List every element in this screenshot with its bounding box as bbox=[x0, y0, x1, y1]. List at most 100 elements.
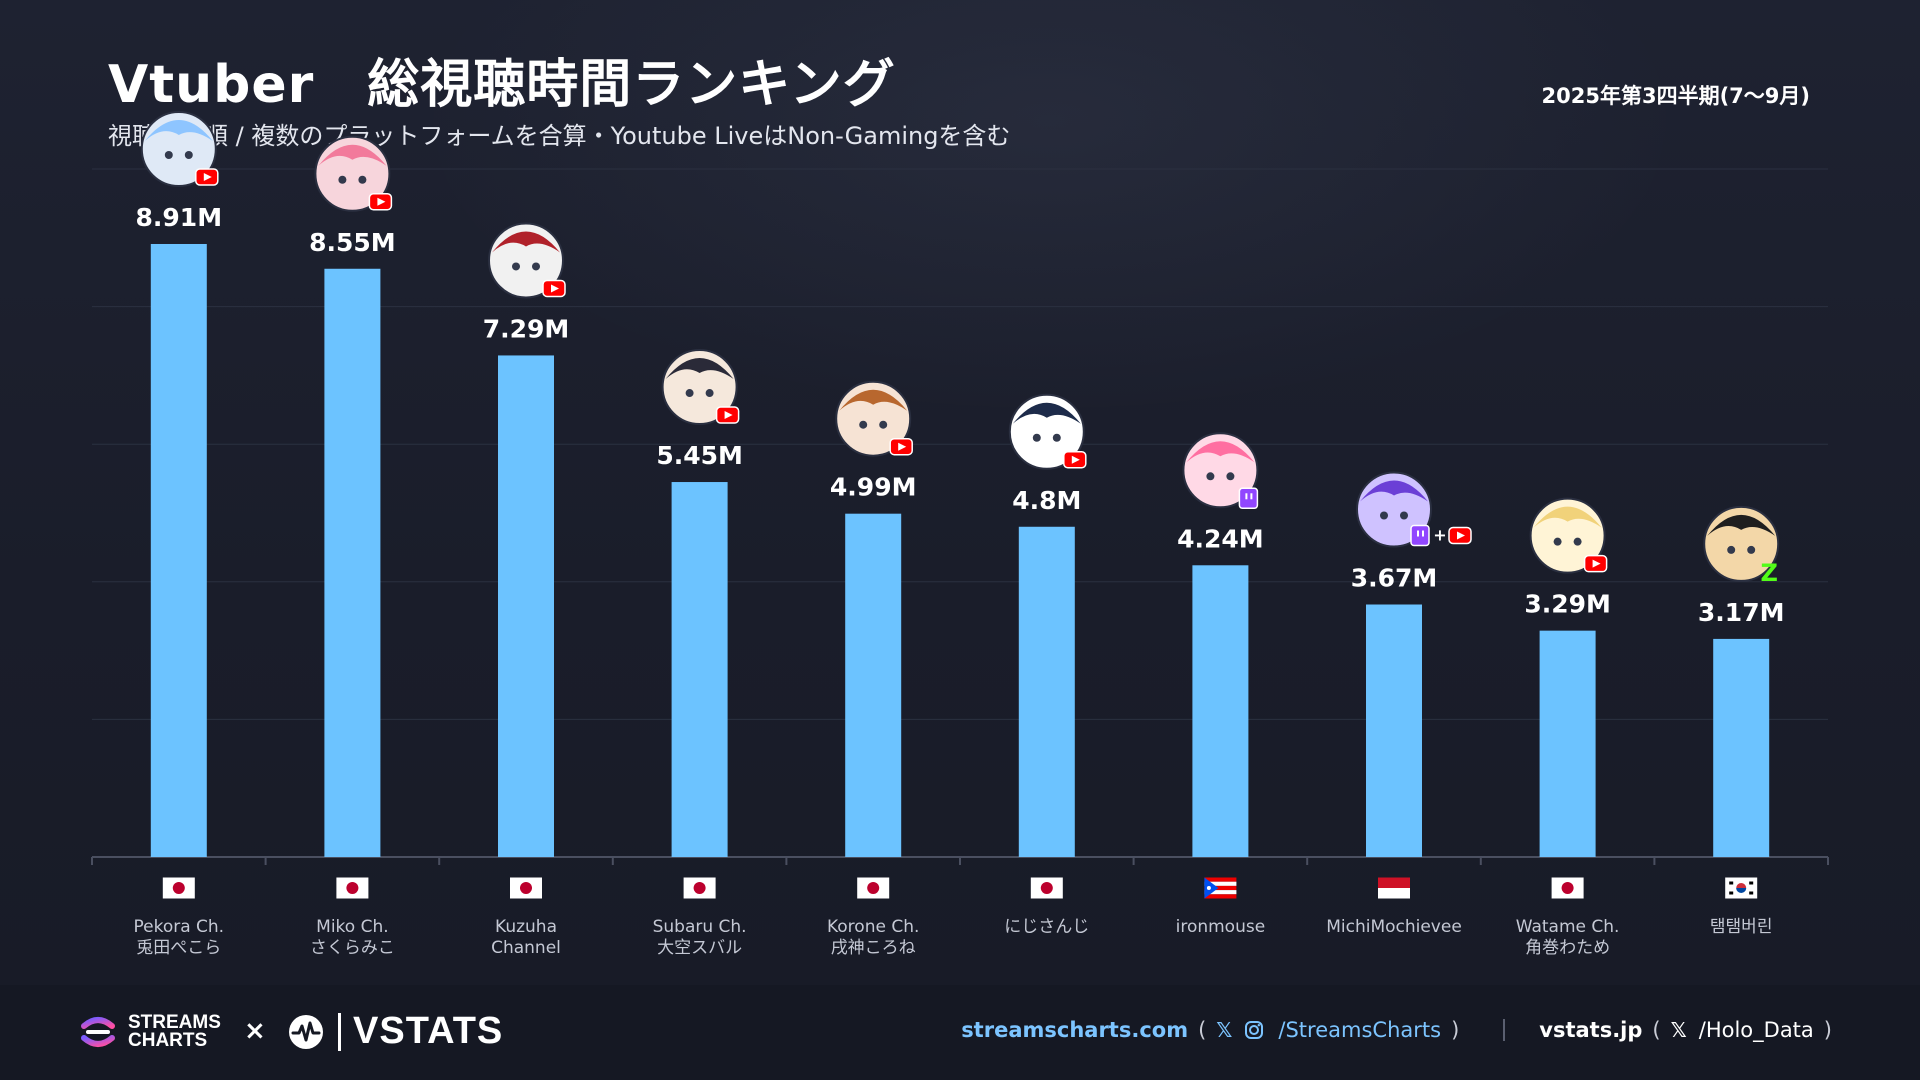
streamscharts-word-1: STREAMS bbox=[128, 1012, 221, 1033]
flag-trigram bbox=[1749, 891, 1754, 895]
x-tick-label: Pekora Ch.兎田ぺこら bbox=[133, 917, 224, 958]
x-tick-label-line: Channel bbox=[491, 938, 561, 958]
bar bbox=[1713, 638, 1770, 857]
x-tick-label-line: 大空スバル bbox=[657, 938, 742, 958]
youtube-play bbox=[724, 411, 733, 420]
twitch-badge bbox=[1238, 487, 1259, 510]
avatar-hair bbox=[144, 119, 213, 141]
flag-disc bbox=[867, 882, 880, 894]
flag-stripe bbox=[1204, 877, 1237, 882]
data-label: 8.91M bbox=[136, 203, 223, 232]
twitch-icon bbox=[1410, 524, 1430, 547]
flag-icon-jp bbox=[857, 877, 890, 899]
youtube-icon bbox=[1583, 554, 1608, 573]
avatar-eye bbox=[358, 175, 367, 184]
x-tick-label-line: 兎田ぺこら bbox=[136, 938, 221, 958]
bar bbox=[845, 513, 902, 857]
flag-trigram bbox=[1729, 881, 1734, 885]
twitch-badge bbox=[1410, 524, 1430, 547]
flag-triangle bbox=[1204, 877, 1219, 899]
youtube-play bbox=[551, 284, 559, 293]
streamscharts-site-link[interactable]: streamscharts.com bbox=[961, 1018, 1189, 1042]
flag-icon-kr bbox=[1725, 877, 1758, 899]
bar bbox=[1539, 630, 1596, 857]
kick-icon: Z bbox=[1760, 559, 1777, 587]
flag-star bbox=[1206, 886, 1211, 890]
youtube-play bbox=[377, 197, 386, 206]
avatar-eye bbox=[1206, 472, 1215, 481]
x-icon-2[interactable]: 𝕏 bbox=[1670, 1018, 1687, 1042]
data-label: 4.8M bbox=[1012, 486, 1081, 515]
x-tick-label-line: Pekora Ch. bbox=[133, 917, 224, 937]
x-tick-label-line: Miko Ch. bbox=[316, 917, 388, 937]
flag-trigram bbox=[1749, 881, 1754, 885]
x-tick-label-line: 탬탬버린 bbox=[1710, 917, 1773, 937]
x-tick-label: ironmouse bbox=[1176, 917, 1266, 937]
flag-disc bbox=[346, 882, 359, 894]
x-icon[interactable]: 𝕏 bbox=[1216, 1018, 1233, 1042]
bar bbox=[1018, 526, 1075, 857]
vstats-wordmark: VSTATS bbox=[353, 1010, 504, 1052]
youtube-play bbox=[1457, 531, 1465, 540]
page-subtitle: 視聴時間順 / 複数のプラットフォームを合算・Youtube LiveはNon-… bbox=[108, 122, 1011, 150]
youtube-icon bbox=[542, 279, 566, 298]
streamscharts-wordmark: STREAMS CHARTS bbox=[128, 1012, 221, 1051]
x-tick-label-line: にじさんじ bbox=[1004, 917, 1089, 937]
avatar-eye bbox=[685, 389, 694, 398]
flag-icon-jp bbox=[683, 877, 716, 899]
open-paren: ( bbox=[1198, 1018, 1207, 1042]
vstats-logo[interactable]: VSTATS bbox=[288, 1010, 503, 1053]
streamscharts-logo[interactable]: STREAMS CHARTS bbox=[78, 1012, 221, 1052]
vstats-pulse-icon bbox=[289, 1014, 323, 1049]
avatar-hair bbox=[1533, 506, 1602, 528]
youtube-play bbox=[1071, 455, 1080, 464]
avatar-hair bbox=[839, 389, 908, 411]
flag-white-band bbox=[1378, 888, 1410, 899]
avatar-eye bbox=[1573, 537, 1582, 546]
bar bbox=[671, 482, 728, 857]
x-tick-label: 탬탬버린 bbox=[1710, 917, 1773, 937]
avatar-hair bbox=[665, 358, 734, 380]
collab-times-sign: × bbox=[244, 1016, 266, 1046]
flag-disc bbox=[693, 882, 706, 894]
avatar-eye bbox=[164, 150, 173, 159]
vstats-divider bbox=[338, 1012, 341, 1051]
vstats-handle[interactable]: /Holo_Data bbox=[1698, 1018, 1814, 1042]
x-tick-label: Watame Ch.角巻わため bbox=[1516, 917, 1620, 958]
avatar-hair bbox=[492, 231, 560, 253]
avatar-eye bbox=[1052, 433, 1061, 442]
flag-trigram bbox=[1729, 891, 1734, 895]
avatar-eye bbox=[532, 262, 540, 271]
avatar-hair bbox=[1360, 480, 1428, 502]
data-label: 3.29M bbox=[1524, 590, 1611, 619]
flag-stripe bbox=[1204, 890, 1237, 895]
streamscharts-handle[interactable]: /StreamsCharts bbox=[1278, 1018, 1442, 1042]
avatar-eye bbox=[1226, 472, 1235, 481]
x-tick-label-line: 戌神ころね bbox=[831, 938, 916, 958]
flag-icon-id bbox=[1378, 877, 1410, 899]
platform-plus: + bbox=[1433, 526, 1446, 545]
instagram-icon[interactable] bbox=[1244, 1020, 1264, 1040]
youtube-icon bbox=[1063, 451, 1087, 469]
avatar bbox=[140, 110, 217, 187]
data-label: 5.45M bbox=[656, 441, 743, 470]
avatar bbox=[1182, 432, 1259, 509]
vstats-site-link[interactable]: vstats.jp bbox=[1539, 1018, 1643, 1042]
flag-disc bbox=[520, 882, 532, 894]
x-tick-label-line: Korone Ch. bbox=[827, 917, 919, 937]
flag-taeguk-bottom bbox=[1736, 888, 1747, 893]
close-paren-2: ) bbox=[1823, 1018, 1832, 1042]
youtube-play bbox=[1592, 559, 1601, 568]
avatar-hair bbox=[1707, 514, 1776, 536]
x-tick-label-line: 角巻わため bbox=[1525, 938, 1610, 958]
x-tick-label: Kuzuha Channel bbox=[491, 917, 561, 958]
avatar-eye bbox=[338, 175, 347, 184]
streamscharts-word-2: CHARTS bbox=[128, 1030, 208, 1051]
avatar bbox=[1703, 505, 1780, 582]
avatar bbox=[835, 380, 912, 457]
x-tick-label: Korone Ch.戌神ころね bbox=[827, 917, 919, 958]
bar bbox=[324, 268, 381, 857]
twitch-eye bbox=[1422, 530, 1424, 537]
avatar-hair bbox=[1012, 402, 1081, 424]
twitch-eye bbox=[1245, 493, 1248, 500]
